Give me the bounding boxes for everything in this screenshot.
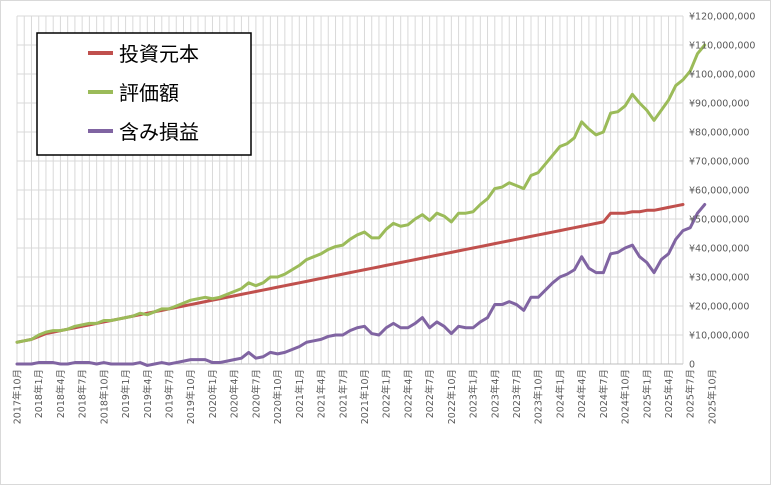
x-tick-label: 2024年7月 bbox=[598, 369, 610, 418]
x-tick-label: 2022年10月 bbox=[446, 369, 458, 424]
x-tick-label: 2025年10月 bbox=[706, 369, 718, 424]
x-tick-label: 2021年1月 bbox=[294, 369, 306, 418]
y-tick-label: ¥90,000,000 bbox=[689, 99, 749, 110]
y-tick-label: ¥100,000,000 bbox=[689, 70, 755, 81]
x-tick-label: 2020年1月 bbox=[207, 369, 219, 418]
legend-label-valuation: 評価額 bbox=[119, 81, 179, 105]
y-tick-label: ¥10,000,000 bbox=[689, 331, 749, 342]
y-tick-label: ¥110,000,000 bbox=[689, 41, 755, 52]
x-tick-label: 2019年1月 bbox=[120, 369, 132, 418]
x-tick-label: 2022年1月 bbox=[381, 369, 393, 418]
y-tick-label: ¥80,000,000 bbox=[689, 128, 749, 139]
x-tick-label: 2018年10月 bbox=[98, 369, 110, 424]
x-tick-label: 2025年1月 bbox=[641, 369, 653, 418]
x-tick-label: 2021年4月 bbox=[316, 369, 328, 418]
y-tick-label: ¥50,000,000 bbox=[689, 215, 749, 226]
y-tick-label: ¥40,000,000 bbox=[689, 244, 749, 255]
x-tick-label: 2019年4月 bbox=[142, 369, 154, 418]
x-tick-label: 2024年4月 bbox=[576, 369, 588, 418]
y-tick-label: ¥20,000,000 bbox=[689, 302, 749, 313]
x-tick-label: 2020年4月 bbox=[229, 369, 241, 418]
x-tick-label: 2022年4月 bbox=[402, 369, 414, 418]
x-tick-label: 2020年10月 bbox=[272, 369, 284, 424]
x-tick-label: 2024年1月 bbox=[554, 369, 566, 418]
x-tick-label: 2020年7月 bbox=[250, 369, 262, 418]
y-tick-label: ¥70,000,000 bbox=[689, 157, 749, 168]
legend-label-principal: 投資元本 bbox=[119, 42, 199, 66]
x-tick-label: 2025年7月 bbox=[685, 369, 697, 418]
series-line-valuation bbox=[15, 43, 707, 344]
x-tick-label: 2021年7月 bbox=[337, 369, 349, 418]
x-tick-label: 2022年7月 bbox=[424, 369, 436, 418]
x-tick-label: 2018年1月 bbox=[33, 369, 45, 418]
legend-box bbox=[36, 32, 252, 156]
x-tick-label: 2019年10月 bbox=[185, 369, 197, 424]
x-tick-label: 2023年1月 bbox=[468, 369, 480, 418]
series-line-unrealized-gain bbox=[15, 203, 707, 367]
x-tick-label: 2024年10月 bbox=[620, 369, 632, 424]
legend-label-unrealized-gain: 含み損益 bbox=[119, 120, 199, 144]
y-tick-label: ¥60,000,000 bbox=[689, 186, 749, 197]
x-tick-label: 2023年4月 bbox=[489, 369, 501, 418]
x-tick-label: 2018年4月 bbox=[55, 369, 67, 418]
y-tick-label: 0 bbox=[689, 360, 695, 371]
legend: 投資元本 評価額 含み損益 bbox=[36, 32, 252, 156]
x-tick-label: 2023年7月 bbox=[511, 369, 523, 418]
x-tick-label: 2019年7月 bbox=[164, 369, 176, 418]
x-tick-label: 2025年4月 bbox=[663, 369, 675, 418]
x-tick-label: 2017年10月 bbox=[12, 369, 24, 424]
x-tick-label: 2021年10月 bbox=[359, 369, 371, 424]
y-tick-label: ¥30,000,000 bbox=[689, 273, 749, 284]
y-tick-label: ¥120,000,000 bbox=[689, 12, 755, 23]
x-tick-label: 2023年10月 bbox=[533, 369, 545, 424]
x-tick-label: 2018年7月 bbox=[77, 369, 89, 418]
